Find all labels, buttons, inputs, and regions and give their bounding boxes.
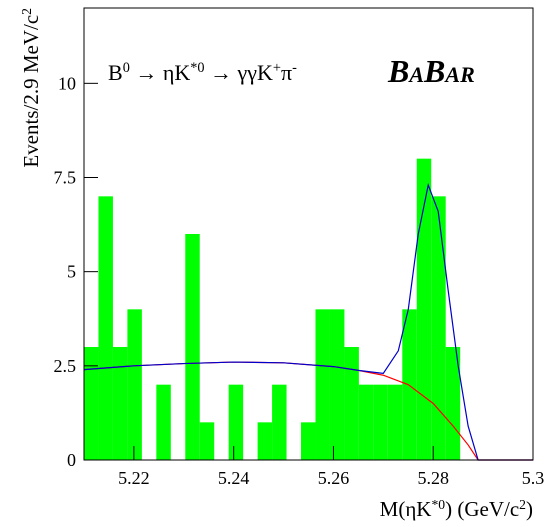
text-part: R	[459, 62, 475, 87]
bar	[185, 234, 200, 460]
bar	[358, 384, 374, 460]
text-part: ) (GeV/c	[445, 497, 519, 521]
text-part: B	[108, 60, 123, 85]
text-part: A	[407, 62, 424, 87]
x-tick-label: 5.24	[218, 468, 250, 488]
x-tick-label: 5.22	[118, 468, 150, 488]
text-part: -	[292, 60, 297, 76]
x-tick-label: 5.26	[318, 468, 350, 488]
bar	[257, 422, 273, 460]
text-part: → γγK	[205, 60, 273, 85]
text-part: Events/2.9 MeV/c	[19, 15, 43, 168]
text-part: B	[423, 53, 445, 89]
text-part: → ηK	[130, 60, 191, 85]
bar	[402, 309, 417, 460]
bar	[445, 347, 461, 460]
text-part: 0	[123, 60, 130, 76]
bar	[387, 384, 403, 460]
x-axis-label: M(ηK*0) (GeV/c2)	[380, 497, 533, 522]
y-tick-label: 7.5	[54, 168, 77, 188]
text-part: π	[281, 60, 292, 85]
bar	[84, 347, 99, 460]
text-part: B	[387, 53, 409, 89]
text-part: )	[526, 497, 533, 521]
bar	[156, 384, 171, 460]
x-tick-label: 5.28	[417, 468, 449, 488]
x-tick-label: 5.3	[522, 468, 545, 488]
bar	[98, 196, 113, 461]
bar	[199, 422, 215, 460]
bar	[272, 384, 287, 460]
text-part: A	[443, 62, 460, 87]
text-part: *0	[190, 60, 204, 76]
fit-curve	[83, 182, 533, 461]
bar	[228, 384, 244, 460]
y-tick-label: 0	[67, 450, 76, 470]
bar	[431, 196, 446, 461]
y-tick-label: 5	[67, 262, 76, 282]
text-part: M(ηK	[380, 497, 432, 521]
bar	[112, 347, 128, 460]
bar	[315, 309, 330, 460]
logo: BABAR	[387, 53, 475, 89]
bar	[301, 422, 316, 460]
y-tick-label: 2.5	[54, 356, 77, 376]
y-axis-label: Events/2.9 MeV/c2	[19, 8, 44, 168]
plot-frame	[83, 7, 534, 461]
bar	[329, 309, 345, 460]
text-part: *0	[431, 497, 445, 512]
bar	[373, 384, 388, 460]
bar	[127, 309, 142, 460]
annotation: B0 → ηK*0 → γγK+π-	[108, 60, 297, 85]
y-tick-label: 10	[58, 73, 76, 93]
bar	[416, 158, 432, 460]
bar	[344, 347, 359, 460]
text-part: 2	[19, 8, 34, 15]
text-part: +	[273, 60, 281, 76]
text-part: 2	[519, 497, 526, 512]
